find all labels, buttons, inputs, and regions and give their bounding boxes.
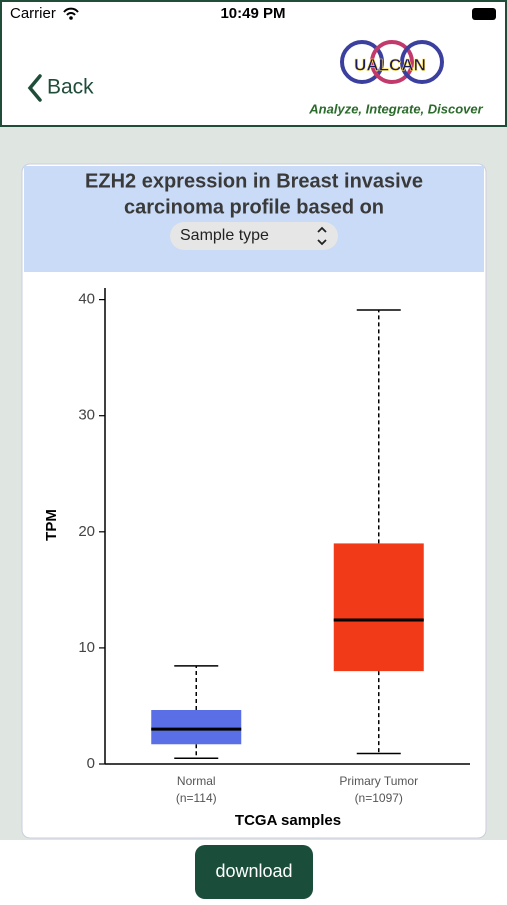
x-tick-label: Primary Tumor — [339, 774, 418, 788]
download-label[interactable]: download — [215, 861, 292, 881]
x-tick-label: Normal — [177, 774, 216, 788]
y-axis-label: TPM — [43, 509, 60, 541]
select-box[interactable] — [170, 222, 338, 250]
tagline: Analyze, Integrate, Discover — [308, 101, 483, 116]
download-box[interactable] — [195, 845, 313, 899]
box — [151, 710, 242, 745]
x-axis-label: TCGA samples — [235, 812, 341, 829]
wifi-dot — [69, 16, 73, 20]
y-tick-label: 0 — [87, 755, 95, 772]
header — [0, 0, 507, 127]
box — [333, 543, 424, 672]
logo: UALCAN Analyze, Integrate, Discover — [308, 40, 484, 116]
logo-ring — [400, 40, 444, 84]
chart-title: EZH2 expression in Breast invasive — [85, 170, 423, 192]
battery — [472, 8, 496, 20]
wifi-icon — [63, 7, 79, 16]
logo-ring — [370, 40, 414, 84]
y-tick-label: 10 — [78, 639, 95, 656]
select-label: Sample type — [180, 227, 269, 244]
download-button[interactable]: download — [195, 845, 313, 899]
chart-title: carcinoma profile based on — [124, 196, 384, 218]
logo-ring — [340, 40, 384, 84]
select-chevrons — [317, 226, 327, 246]
x-tick-note: (n=1097) — [355, 791, 403, 805]
sample-type-select[interactable]: Sample type — [170, 222, 338, 250]
back-button[interactable]: Back — [27, 74, 94, 102]
y-tick-label: 30 — [78, 407, 95, 424]
carrier: Carrier — [10, 5, 56, 22]
x-tick-note: (n=114) — [176, 791, 217, 805]
time: 10:49 PM — [220, 5, 285, 22]
card-header — [24, 166, 484, 272]
y-tick-label: 40 — [78, 291, 95, 308]
back-label[interactable]: Back — [47, 76, 94, 99]
back-chevron — [27, 74, 42, 102]
y-tick-label: 20 — [78, 523, 95, 540]
logo-text: UALCAN — [354, 55, 426, 74]
